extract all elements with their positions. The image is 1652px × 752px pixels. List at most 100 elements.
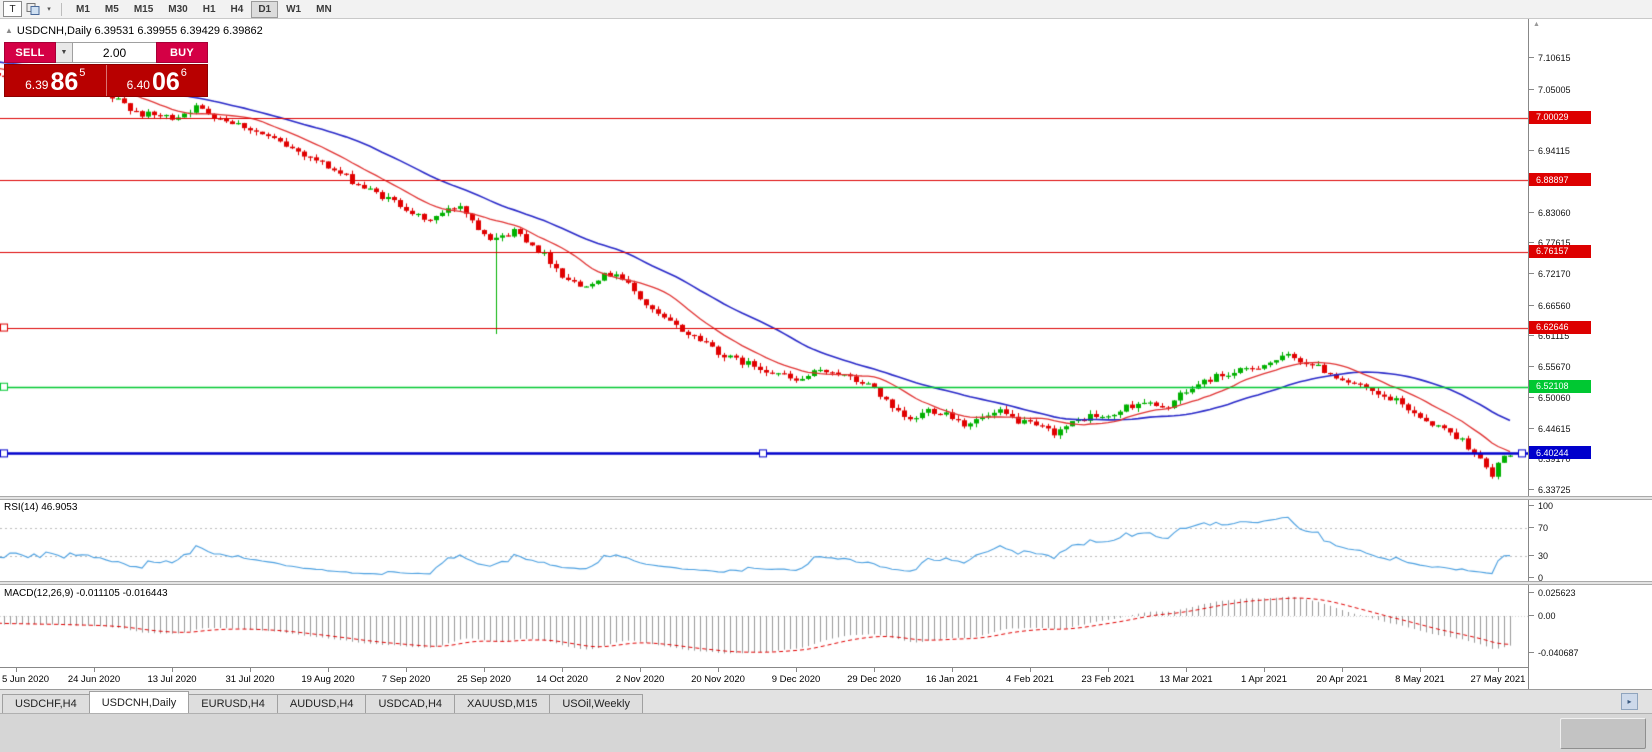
chart-title-text: USDCNH,Daily 6.39531 6.39955 6.39429 6.3…	[16, 25, 263, 37]
time-axis-tick	[172, 668, 173, 672]
time-axis-tick	[1186, 668, 1187, 672]
time-axis-label: 25 Sep 2020	[457, 674, 511, 685]
chart-tab-usdcnh-daily[interactable]: USDCNH,Daily	[88, 691, 190, 713]
time-axis-label: 7 Sep 2020	[381, 674, 431, 685]
tool-button[interactable]: T	[3, 1, 22, 17]
rsi-label: RSI(14) 46.9053	[4, 502, 78, 513]
rsi-indicator-canvas[interactable]	[0, 500, 1528, 581]
timeframe-d1[interactable]: D1	[251, 0, 279, 18]
time-axis-tick	[94, 668, 95, 672]
time-axis-tick	[1108, 668, 1109, 672]
time-axis-tick	[1498, 668, 1499, 672]
time-axis-label: 24 Jun 2020	[67, 674, 121, 685]
scrollbar-thumb[interactable]	[1560, 718, 1646, 749]
time-axis-label: 13 Mar 2021	[1159, 674, 1213, 685]
time-axis-tick	[640, 668, 641, 672]
bottom-scrollbar[interactable]	[0, 713, 1652, 752]
time-axis-label: 2 Nov 2020	[615, 674, 665, 685]
time-axis-tick	[328, 668, 329, 672]
price-axis[interactable]: ▲ 7.10615 7.05005 6.94115 6.83060 6.77615 6.7…	[1528, 19, 1652, 689]
time-axis-label: 23 Feb 2021	[1081, 674, 1135, 685]
sell-button[interactable]: SELL	[4, 42, 56, 63]
axis-label: 0	[1528, 573, 1544, 583]
chevron-down-icon[interactable]: ▾	[47, 6, 51, 13]
sell-price-main: 6.39	[25, 78, 49, 92]
axis-label: 6.66560	[1529, 300, 1571, 311]
axis-label: 6.94115	[1529, 145, 1570, 156]
time-axis-label: 19 Aug 2020	[301, 674, 355, 685]
time-axis[interactable]: 5 Jun 2020 24 Jun 2020 13 Jul 2020 31 Jul 2…	[0, 667, 1652, 689]
chart-tabs: USDCHF,H4 USDCNH,Daily EURUSD,H4 AUDUSD,H4 U…	[0, 689, 1652, 713]
time-axis-label: 14 Oct 2020	[536, 674, 588, 685]
toolbar-separator	[61, 2, 62, 16]
axis-label: 0.00	[1529, 611, 1556, 621]
timeframe-m1[interactable]: M1	[76, 3, 90, 15]
panel-splitter[interactable]	[0, 581, 1652, 585]
time-axis-tick	[952, 668, 953, 672]
axis-label: 6.61115	[1528, 331, 1570, 342]
axis-label: 0.025623	[1529, 587, 1576, 598]
buy-price-point: 6	[180, 67, 187, 79]
chart-title: ▲ USDCNH,Daily 6.39531 6.39955 6.39429 6…	[5, 25, 263, 37]
panel-splitter[interactable]	[0, 496, 1652, 500]
axis-label: 6.50060	[1529, 393, 1571, 404]
scroll-up-icon[interactable]: ▲	[1533, 21, 1540, 28]
timeframe-m30[interactable]: M30	[168, 3, 188, 15]
objects-icon[interactable]	[24, 2, 42, 17]
level-price-tag: 6.62646	[1529, 320, 1591, 334]
timeframe-w1[interactable]: W1	[286, 3, 302, 15]
timeframe-mn[interactable]: MN	[316, 3, 332, 15]
time-axis-label: 20 Nov 2020	[691, 674, 745, 685]
buy-price[interactable]: 6.40 06 6	[105, 65, 208, 96]
time-axis-label: 8 May 2021	[1395, 674, 1445, 685]
level-price-tag: 6.88897	[1529, 173, 1591, 187]
sell-price[interactable]: 6.39 86 5	[5, 65, 106, 96]
chart-tab-usdchf-h4[interactable]: USDCHF,H4	[2, 694, 90, 713]
chart-tab-usoil-weekly[interactable]: USOil,Weekly	[549, 694, 643, 713]
axis-label: 6.77615	[1529, 238, 1571, 249]
time-axis-tick	[1342, 668, 1343, 672]
axis-label: 6.72170	[1529, 269, 1571, 280]
time-axis-label: 13 Jul 2020	[147, 674, 197, 685]
timeframe-h4[interactable]: H4	[230, 3, 244, 15]
axis-label: 6.83060	[1529, 207, 1571, 218]
timeframe-m15[interactable]: M15	[133, 3, 154, 15]
level-price-tag: 6.40244	[1529, 446, 1591, 460]
axis-label: 6.33725	[1529, 485, 1571, 496]
chart-tab-usdcad-h4[interactable]: USDCAD,H4	[365, 694, 456, 713]
chart-tab-audusd-h4[interactable]: AUDUSD,H4	[276, 694, 367, 713]
tab-scroll-icon[interactable]: ▸	[1621, 693, 1638, 710]
time-axis-tick	[406, 668, 407, 672]
time-axis-tick	[874, 668, 875, 672]
axis-label: 7.05005	[1529, 84, 1571, 95]
time-axis-tick	[1420, 668, 1421, 672]
time-axis-tick	[16, 668, 17, 672]
buy-price-main: 6.40	[126, 78, 150, 92]
time-axis-tick	[796, 668, 797, 672]
time-axis-label: 4 Feb 2021	[1005, 674, 1055, 685]
macd-indicator-canvas[interactable]	[0, 585, 1528, 667]
buy-button[interactable]: BUY	[156, 42, 208, 63]
axis-label: -0.040687	[1529, 647, 1579, 658]
volume-dropdown-icon[interactable]: ▼	[56, 42, 73, 63]
time-axis-label: 29 Dec 2020	[847, 674, 901, 685]
level-price-tag: 7.00029	[1529, 110, 1591, 124]
timeframe-buttons: M1 M5 M15 M30 H1 H4 D1 W1 MN	[69, 0, 339, 18]
volume-input[interactable]: 2.00	[73, 42, 156, 63]
axis-label: 30	[1528, 551, 1549, 562]
time-axis-label: 5 Jun 2020	[2, 674, 50, 685]
price-chart-canvas[interactable]	[0, 19, 1528, 496]
macd-label: MACD(12,26,9) -0.011105 -0.016443	[4, 588, 168, 599]
timeframe-m5[interactable]: M5	[104, 3, 119, 15]
time-axis-tick	[562, 668, 563, 672]
axis-label: 6.44615	[1529, 423, 1571, 434]
chart-tab-eurusd-h4[interactable]: EURUSD,H4	[188, 694, 278, 713]
time-axis-tick	[250, 668, 251, 672]
chart-marker-icon: ▲	[5, 26, 13, 35]
buy-price-pips: 06	[151, 67, 180, 96]
time-axis-tick	[718, 668, 719, 672]
one-click-trade-panel: SELL ▼ 2.00 BUY 6.39 86 5 6.40 06 6	[4, 42, 208, 97]
timeframe-h1[interactable]: H1	[202, 3, 216, 15]
chart-tab-xauusd-m15[interactable]: XAUUSD,M15	[454, 694, 551, 713]
